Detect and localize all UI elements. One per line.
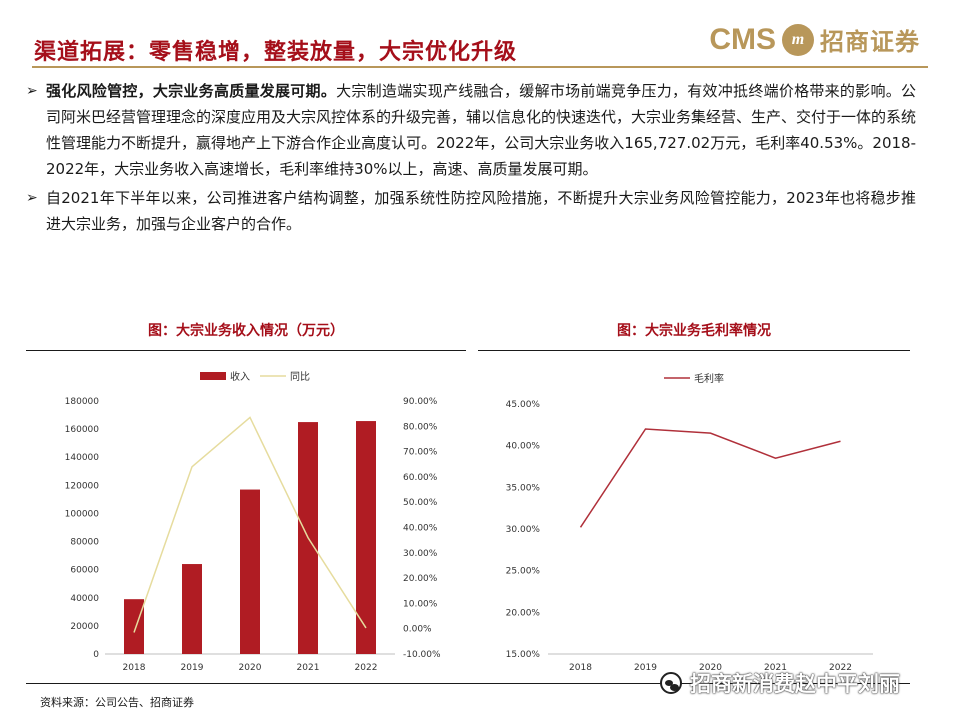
- yoy-line: [133, 416, 367, 633]
- y-tick-label: 40.00%: [506, 442, 541, 452]
- y-right-tick-label: 10.00%: [403, 599, 438, 609]
- revenue-bar: [182, 564, 202, 654]
- y-right-tick-label: 70.00%: [403, 448, 438, 458]
- y-right-tick-label: 50.00%: [403, 498, 438, 508]
- y-right-tick-label: -10.00%: [403, 650, 441, 660]
- y-right-tick-label: 40.00%: [403, 524, 438, 534]
- x-tick-label: 2019: [181, 663, 204, 673]
- y-left-tick-label: 40000: [70, 594, 99, 604]
- bullet-body: 自2021年下半年以来，公司推进客户结构调整，加强系统性防控风险措施，不断提升大…: [46, 189, 916, 233]
- y-tick-label: 25.00%: [506, 567, 541, 577]
- panel-divider: [26, 350, 466, 351]
- brand-name: 招商证券: [820, 28, 920, 56]
- bullet-text: 强化风险管控，大宗业务高质量发展可期。大宗制造端实现产线融合，缓解市场前端竞争压…: [46, 78, 916, 182]
- y-left-tick-label: 20000: [70, 622, 99, 632]
- revenue-panel: 图：大宗业务收入情况（万元）: [26, 320, 466, 351]
- bullet-heading: 强化风险管控，大宗业务高质量发展可期。: [46, 82, 337, 100]
- x-tick-label: 2018: [123, 663, 146, 673]
- y-right-tick-label: 60.00%: [403, 473, 438, 483]
- x-tick-label: 2020: [699, 663, 722, 673]
- watermark-text: 招商新消费赵中平刘丽: [690, 672, 900, 696]
- bullet-arrow-icon: ➢: [26, 190, 38, 206]
- x-tick-label: 2022: [829, 663, 852, 673]
- y-left-tick-label: 180000: [65, 397, 100, 407]
- y-left-tick-label: 60000: [70, 566, 99, 576]
- y-tick-label: 35.00%: [506, 483, 541, 493]
- bullet-text: 自2021年下半年以来，公司推进客户结构调整，加强系统性防控风险措施，不断提升大…: [46, 185, 916, 237]
- revenue-chart: 0 20000 40000 60000 80000 100000 120000 140000 1…: [65, 370, 441, 673]
- revenue-bar: [240, 489, 260, 654]
- y-tick-label: 45.00%: [506, 400, 541, 410]
- y-left-tick-label: 160000: [65, 425, 100, 435]
- y-tick-label: 15.00%: [506, 650, 541, 660]
- gross-margin-line: [579, 428, 841, 528]
- y-left-tick-label: 0: [93, 650, 99, 660]
- y-left-tick-label: 100000: [65, 509, 100, 519]
- brand-logo-group: CMS m 招商证券: [709, 22, 920, 57]
- y-right-tick-label: 0.00%: [403, 625, 432, 635]
- revenue-bar: [356, 421, 376, 654]
- x-tick-label: 2018: [569, 663, 592, 673]
- revenue-bar: [124, 599, 144, 654]
- y-right-tick-label: 20.00%: [403, 574, 438, 584]
- y-tick-label: 20.00%: [506, 608, 541, 618]
- y-tick-label: 30.00%: [506, 525, 541, 535]
- legend-revenue-label: 收入: [230, 370, 250, 383]
- x-tick-label: 2022: [355, 663, 378, 673]
- legend-revenue-swatch: [200, 372, 226, 380]
- margin-chart-title: 图：大宗业务毛利率情况: [617, 323, 771, 339]
- bullet-arrow-icon: ➢: [26, 83, 38, 99]
- legend-margin-label: 毛利率: [694, 372, 724, 385]
- wechat-icon: [660, 672, 682, 694]
- margin-chart: 15.00% 20.00% 25.00% 30.00% 35.00% 40.00% 45.0…: [506, 372, 873, 673]
- brand-cms-text: CMS: [709, 22, 776, 56]
- revenue-chart-title: 图：大宗业务收入情况（万元）: [148, 323, 344, 339]
- bullet-list: ➢ 强化风险管控，大宗业务高质量发展可期。大宗制造端实现产线融合，缓解市场前端竞…: [26, 78, 916, 240]
- y-left-tick-label: 80000: [70, 538, 99, 548]
- bullet-body: 大宗制造端实现产线融合，缓解市场前端竞争压力，有效冲抵终端价格带来的影响。公司阿…: [46, 82, 917, 178]
- bullet-item-2: ➢ 自2021年下半年以来，公司推进客户结构调整，加强系统性防控风险措施，不断提…: [26, 185, 916, 237]
- y-right-tick-label: 80.00%: [403, 422, 438, 432]
- legend-yoy-label: 同比: [290, 371, 310, 383]
- y-left-tick-label: 120000: [65, 481, 100, 491]
- source-note: 资料来源：公司公告、招商证券: [40, 696, 194, 709]
- page-title: 渠道拓展：零售稳增，整装放量，大宗优化升级: [34, 39, 518, 65]
- y-right-tick-label: 90.00%: [403, 397, 438, 407]
- x-tick-label: 2020: [239, 663, 262, 673]
- x-tick-label: 2021: [297, 663, 320, 673]
- footer-divider: [26, 683, 910, 684]
- margin-panel: 图：大宗业务毛利率情况: [478, 320, 910, 351]
- brand-emblem-icon: m: [782, 23, 814, 56]
- header-divider: [32, 66, 928, 68]
- watermark: 招商新消费赵中平刘丽: [660, 668, 900, 698]
- y-right-tick-label: 30.00%: [403, 549, 438, 559]
- bullet-item-1: ➢ 强化风险管控，大宗业务高质量发展可期。大宗制造端实现产线融合，缓解市场前端竞…: [26, 78, 916, 182]
- panel-divider: [478, 350, 910, 351]
- y-left-tick-label: 140000: [65, 453, 100, 463]
- x-tick-label: 2021: [764, 663, 787, 673]
- x-tick-label: 2019: [634, 663, 657, 673]
